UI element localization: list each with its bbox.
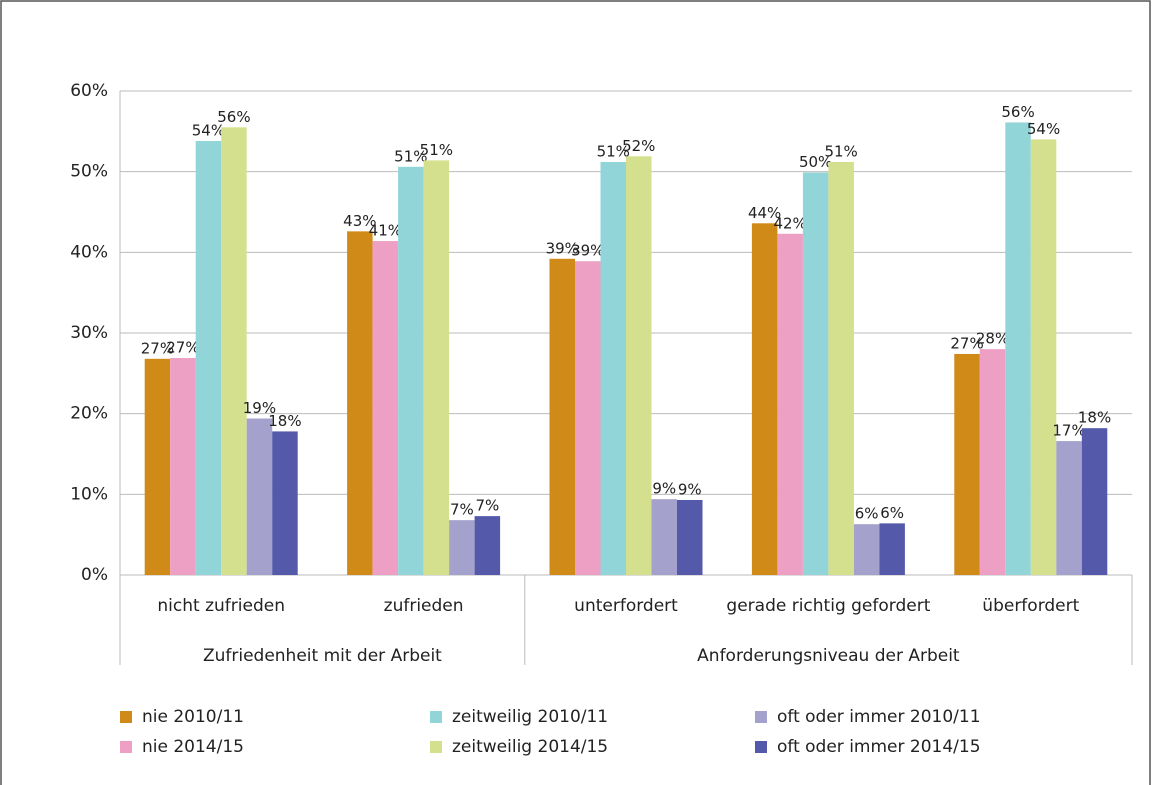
bar xyxy=(828,161,854,575)
bar xyxy=(474,516,501,575)
bar xyxy=(1005,122,1031,576)
bar xyxy=(677,499,703,575)
y-tick-label: 0% xyxy=(81,565,108,585)
value-label: 52% xyxy=(622,137,655,155)
group-label: Zufriedenheit mit der Arbeit xyxy=(203,646,442,666)
bar xyxy=(600,161,626,575)
bar xyxy=(221,127,247,576)
value-label: 6% xyxy=(880,504,904,522)
bar xyxy=(1056,441,1082,575)
value-label: 56% xyxy=(1001,103,1034,121)
value-label: 56% xyxy=(217,108,250,126)
legend-swatch xyxy=(120,741,132,753)
value-label: 27% xyxy=(141,339,174,357)
value-label: 51% xyxy=(597,142,630,160)
y-tick-label: 60% xyxy=(70,81,108,101)
value-label: 51% xyxy=(824,142,857,160)
bar xyxy=(195,141,222,575)
y-tick-label: 20% xyxy=(70,404,108,424)
value-label: 19% xyxy=(243,399,276,417)
y-tick-label: 40% xyxy=(70,242,108,262)
legend-swatch xyxy=(430,711,442,723)
y-tick-label: 10% xyxy=(70,484,108,504)
x-tick-label: überfordert xyxy=(982,596,1079,616)
bar xyxy=(979,349,1006,575)
value-label: 44% xyxy=(748,204,781,222)
bar xyxy=(1081,428,1108,575)
legend-label: nie 2010/11 xyxy=(142,707,244,727)
bar xyxy=(777,233,803,575)
bar xyxy=(449,520,475,575)
bar xyxy=(626,156,652,575)
bar xyxy=(347,231,373,576)
bar xyxy=(651,499,677,575)
legend-swatch xyxy=(430,741,442,753)
legend-swatch xyxy=(755,741,767,753)
value-label: 27% xyxy=(950,334,983,352)
x-tick-label: zufrieden xyxy=(384,596,464,616)
legend-swatch xyxy=(120,711,132,723)
bar xyxy=(246,418,273,575)
value-label: 39% xyxy=(546,239,579,257)
bar xyxy=(423,160,450,575)
value-label: 41% xyxy=(369,222,402,240)
legend-label: nie 2014/15 xyxy=(142,737,244,757)
y-tick-label: 30% xyxy=(70,323,108,343)
bar xyxy=(751,223,778,575)
value-label: 9% xyxy=(678,480,702,498)
value-label: 7% xyxy=(475,497,499,515)
group-label: Anforderungsniveau der Arbeit xyxy=(697,646,960,666)
bar xyxy=(802,172,829,575)
legend-label: oft oder immer 2014/15 xyxy=(777,737,981,757)
value-label: 17% xyxy=(1052,422,1085,440)
bar xyxy=(954,353,980,575)
value-label: 50% xyxy=(799,153,832,171)
x-tick-label: unterfordert xyxy=(574,596,678,616)
bar xyxy=(1030,139,1057,575)
value-label: 18% xyxy=(1078,409,1111,427)
legend-label: zeitweilig 2014/15 xyxy=(452,737,608,757)
value-label: 51% xyxy=(420,141,453,159)
value-label: 18% xyxy=(268,412,301,430)
value-label: 27% xyxy=(166,339,199,357)
value-label: 9% xyxy=(652,480,676,498)
bar xyxy=(575,261,601,575)
value-label: 6% xyxy=(855,505,879,523)
x-tick-label: gerade richtig gefordert xyxy=(726,596,930,616)
value-label: 54% xyxy=(1027,120,1060,138)
value-label: 42% xyxy=(773,214,806,232)
bar xyxy=(549,258,575,575)
legend-label: oft oder immer 2010/11 xyxy=(777,707,981,727)
bar xyxy=(879,523,905,575)
legend-label: zeitweilig 2010/11 xyxy=(452,707,608,727)
bar xyxy=(144,358,171,575)
value-label: 39% xyxy=(571,242,604,260)
x-tick-label: nicht zufrieden xyxy=(157,596,285,616)
value-label: 54% xyxy=(192,122,225,140)
bar xyxy=(170,358,196,575)
y-tick-label: 50% xyxy=(70,162,108,182)
bar xyxy=(272,431,298,575)
value-label: 7% xyxy=(450,501,474,519)
bar xyxy=(398,166,424,575)
bar xyxy=(372,241,399,576)
value-label: 28% xyxy=(976,330,1009,348)
value-label: 51% xyxy=(394,147,427,165)
value-label: 43% xyxy=(343,212,376,230)
legend-swatch xyxy=(755,711,767,723)
bar xyxy=(853,524,880,575)
